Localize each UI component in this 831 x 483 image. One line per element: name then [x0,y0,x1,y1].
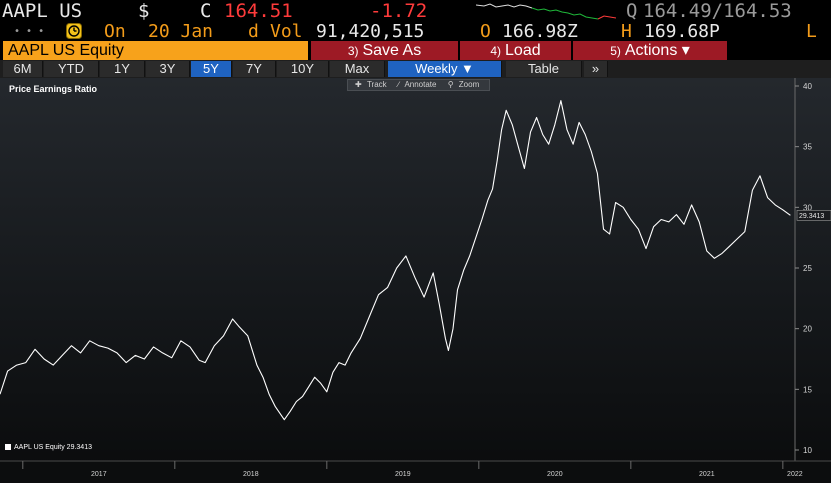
y-tick-label: 15 [803,385,812,394]
y-tick-label: 10 [803,446,812,455]
open-value: 166.98Z [502,21,578,42]
delayed-clock-icon [66,23,82,39]
intraday-sparkline [476,3,616,20]
range-10y[interactable]: 10Y [277,61,329,77]
last-price: 164.51 [224,0,293,22]
zoom-tool[interactable]: ⚲ Zoom [447,80,480,89]
x-tick-label: 2020 [547,471,563,478]
y-tick-label: 20 [803,325,812,334]
chart-tools: ✚ Track ∕ Annotate ⚲ Zoom [347,79,491,91]
on-label: On [104,21,126,42]
actions-number: 5) [610,44,621,58]
y-tick-label: 30 [803,203,812,212]
load-label: Load [505,42,541,59]
x-tick-label: 2019 [395,471,411,478]
volume-label: Vol [270,21,303,42]
x-axis-band [0,461,831,483]
y-tick-label: 40 [803,82,812,91]
save-as-number: 3) [347,44,359,58]
range-ytd[interactable]: YTD [44,61,99,77]
x-tick-label: 2021 [699,471,715,478]
track-tool[interactable]: ✚ Track [355,80,387,89]
price-change: -1.72 [370,0,428,22]
x-tick-label: 2022 [787,471,803,478]
save-as-label: Save As [362,42,422,59]
low-label: L [806,21,817,42]
range-1y[interactable]: 1Y [100,61,145,77]
currency-label: $ [138,0,150,22]
load-button[interactable]: 4) Load [460,41,572,60]
x-tick-label: 2017 [91,471,107,478]
y-tick-label: 35 [803,143,812,152]
range-max[interactable]: Max [330,61,385,77]
frequency-dropdown[interactable]: Weekly ▼ [388,61,502,77]
actions-label: Actions ▾ [624,42,690,59]
load-number: 4) [490,44,502,58]
legend-name: AAPL US Equity [14,444,65,451]
range-3y[interactable]: 3Y [146,61,190,77]
pe-ratio-chart[interactable]: 10 15 20 25 30 35 40 2017 2018 2019 2020 2021 2022 29… [0,78,831,483]
status-dots-icon: • • • [14,26,45,37]
range-7y[interactable]: 7Y [233,61,276,77]
period-flag: d [248,21,259,42]
annotate-tool[interactable]: ∕ Annotate [397,80,437,89]
trade-bar: • • • On 20 Jan d Vol 91,420,515 O 166.9… [0,22,831,41]
command-toolbar: AAPL US Equity 3) Save As 4) Load 5) Action… [0,41,831,60]
bid-ask: 164.49/164.53 [643,0,792,22]
table-button[interactable]: Table [506,61,582,77]
quote-bar: AAPL US $ C 164.51 -1.72 Q 164.49/164.53 [0,0,831,22]
x-tick-label: 2018 [243,471,259,478]
actions-button[interactable]: 5) Actions ▾ [573,41,728,60]
series-line [0,100,791,421]
range-5y[interactable]: 5Y [191,61,232,77]
y-tick-label: 25 [803,264,812,273]
bid-ask-prefix: Q [626,0,638,22]
high-label: H [621,21,632,42]
ticker-label: AAPL US [2,0,83,22]
chart-title: Price Earnings Ratio [9,84,98,94]
chart-panel: Price Earnings Ratio ✚ Track ∕ Annotate … [0,78,831,483]
last-value-label: 29.3413 [799,213,824,220]
high-value: 169.68P [644,21,720,42]
range-6m[interactable]: 6M [3,61,43,77]
open-label: O [480,21,491,42]
security-field[interactable]: AAPL US Equity [3,41,308,60]
last-value-tag [796,210,831,221]
range-toolbar: 6M YTD 1Y 3Y 5Y 7Y 10Y Max Weekly ▼ Tabl… [0,60,831,78]
more-button[interactable]: » [584,61,608,77]
save-as-button[interactable]: 3) Save As [311,41,459,60]
legend-swatch [5,444,11,450]
chart-legend: AAPL US Equity 29.3413 [5,444,92,451]
close-flag: C [200,0,212,22]
volume-value: 91,420,515 [316,21,425,42]
legend-value: 29.3413 [66,444,92,451]
trade-date: 20 Jan [148,21,214,42]
